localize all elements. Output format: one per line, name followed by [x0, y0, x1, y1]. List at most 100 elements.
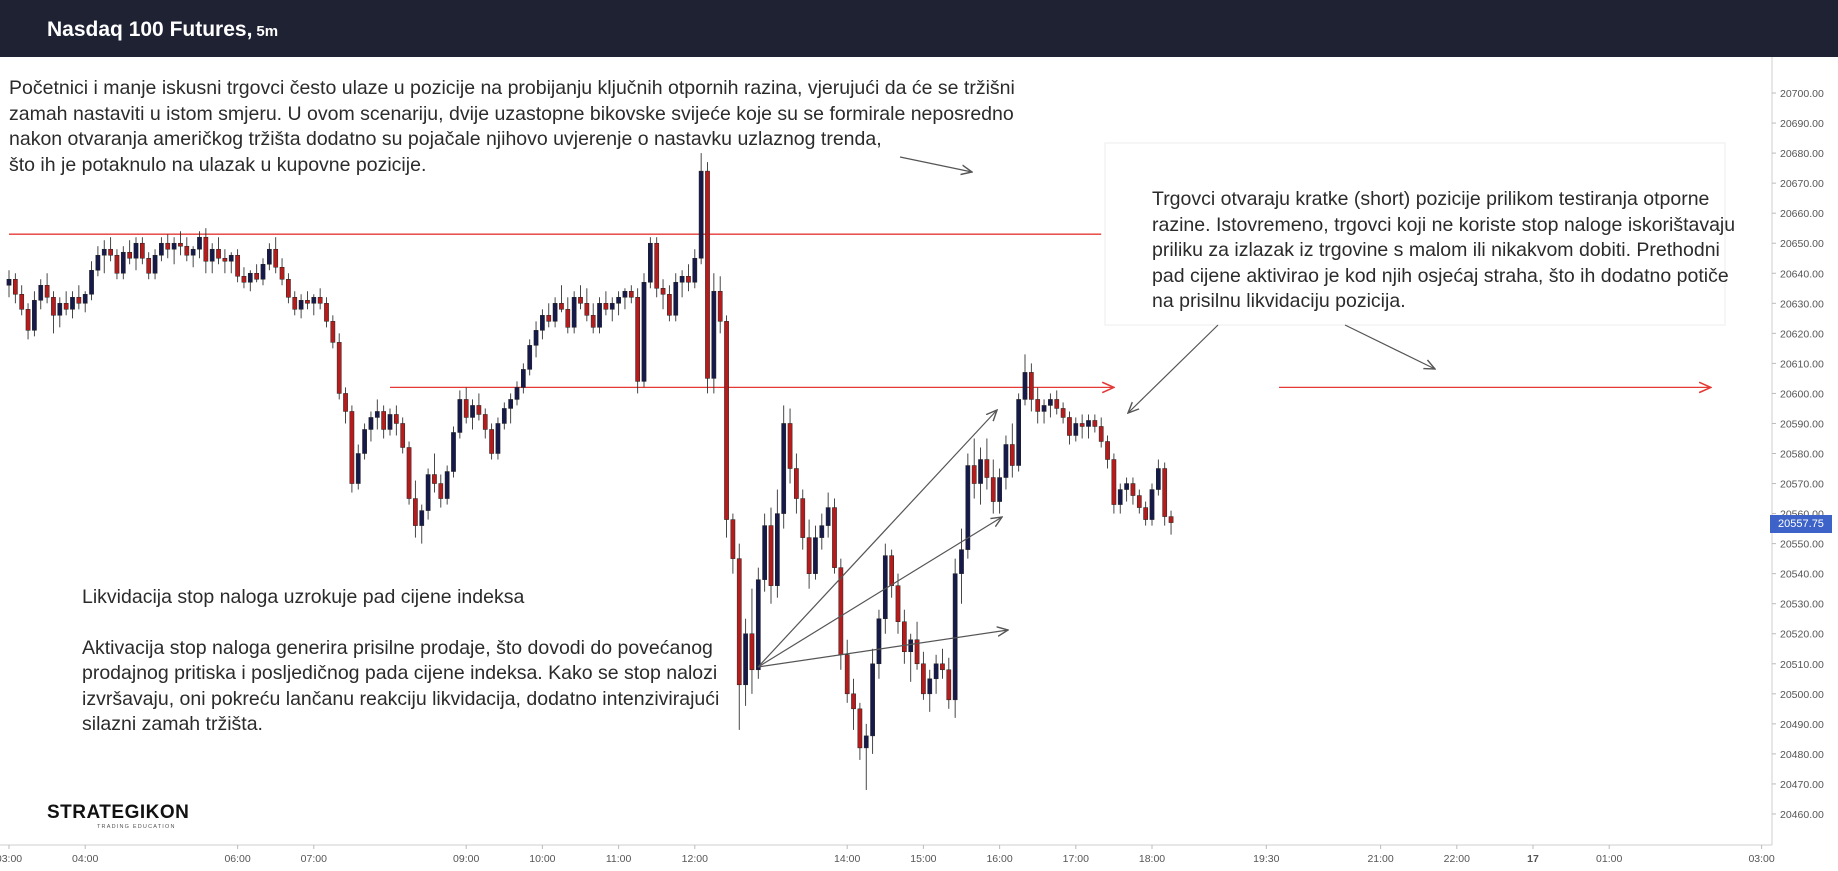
- candle-body: [914, 639, 920, 665]
- candle-body: [1086, 420, 1091, 427]
- candle-body: [324, 303, 329, 322]
- candle: [13, 273, 18, 304]
- annotation-line: prodajnog pritiska i posljedičnog pada c…: [82, 662, 718, 684]
- strategikon-logo: STRATEGIKON TRADING EDUCATION: [47, 802, 189, 830]
- chart-title: Nasdaq 100 Futures, 5m: [47, 18, 278, 42]
- candle-body: [889, 555, 894, 586]
- candle: [101, 240, 107, 274]
- candle: [1048, 393, 1053, 418]
- candle: [184, 237, 190, 262]
- candle: [1168, 510, 1174, 535]
- candle: [1041, 399, 1047, 424]
- chart-header: Nasdaq 100 Futures, 5m: [0, 0, 1838, 57]
- annotation-line: Početnici i manje iskusni trgovci često …: [9, 77, 1015, 99]
- time-tick-label: 14:00: [834, 853, 860, 865]
- candle: [362, 423, 367, 460]
- candle-body: [838, 567, 844, 656]
- candle-body: [381, 411, 386, 430]
- candle: [1136, 489, 1142, 514]
- candle: [857, 702, 863, 760]
- candle: [533, 321, 539, 358]
- price-tick-label: 20500.00: [1780, 689, 1824, 701]
- price-tick-label: 20580.00: [1780, 449, 1824, 461]
- candle-body: [470, 405, 475, 418]
- candle-body: [705, 170, 710, 379]
- candle-body: [863, 735, 869, 749]
- price-tick-label: 20590.00: [1780, 418, 1824, 430]
- candle-body: [527, 345, 533, 370]
- annotation-line: silazni zamah tržišta.: [82, 713, 263, 735]
- candle: [768, 507, 774, 604]
- candle: [863, 723, 869, 790]
- candle: [120, 246, 126, 280]
- candle: [514, 381, 520, 406]
- candle: [838, 558, 844, 670]
- price-tick-label: 20690.00: [1780, 118, 1824, 130]
- candle: [959, 528, 964, 604]
- annotation-arrow: [757, 630, 1008, 668]
- time-tick-label: 12:00: [682, 853, 708, 865]
- candle-body: [952, 573, 958, 701]
- candle: [914, 621, 920, 670]
- candle: [787, 408, 793, 484]
- candle: [686, 264, 691, 292]
- candle: [895, 573, 901, 634]
- candle-body: [76, 297, 82, 304]
- candle: [32, 291, 37, 337]
- candle-body: [1117, 489, 1123, 505]
- annotation-line: izvršavaju, oni pokreću lančanu reakciju…: [82, 687, 720, 710]
- candle-body: [127, 251, 133, 259]
- candle: [559, 285, 564, 313]
- candle: [717, 276, 723, 334]
- candle: [89, 261, 94, 301]
- candle: [743, 618, 748, 706]
- annotation-line: nakon otvaranja američkog tržišta dodatn…: [9, 128, 882, 150]
- candle: [1060, 402, 1066, 424]
- candle-body: [267, 248, 272, 265]
- candle-body: [832, 507, 837, 568]
- candle-body: [82, 294, 88, 304]
- candle-body: [279, 267, 285, 280]
- candle-body: [25, 309, 31, 331]
- candle-body: [736, 558, 742, 686]
- candle-body: [273, 248, 279, 268]
- candle: [749, 588, 755, 694]
- candle-body: [298, 300, 304, 310]
- candle-body: [368, 417, 374, 430]
- candle-body: [241, 276, 247, 283]
- candle: [1067, 411, 1072, 445]
- candle-body: [844, 654, 850, 695]
- candle: [476, 393, 482, 421]
- candle: [216, 237, 221, 265]
- candle-body: [1124, 483, 1129, 490]
- candle-body: [330, 321, 336, 343]
- price-tick-label: 20600.00: [1780, 388, 1824, 400]
- candle: [51, 291, 56, 334]
- annotation-arrow: [757, 410, 997, 668]
- candle: [1149, 483, 1155, 526]
- price-tick-label: 20700.00: [1780, 88, 1824, 100]
- candle: [635, 288, 640, 394]
- candle: [273, 237, 279, 274]
- candle-body: [489, 429, 494, 454]
- candle-body: [635, 297, 640, 382]
- candle-body: [959, 549, 964, 574]
- candle: [755, 567, 761, 679]
- candle: [628, 285, 634, 304]
- candle: [616, 291, 621, 316]
- candle-body: [495, 423, 501, 454]
- candle: [381, 405, 386, 439]
- candle: [1086, 414, 1091, 439]
- candle-body: [1048, 399, 1053, 406]
- candle: [990, 459, 996, 514]
- candle-body: [51, 297, 56, 316]
- candle-body: [521, 369, 526, 388]
- candle-body: [171, 242, 177, 250]
- candle-body: [711, 291, 717, 379]
- candle: [940, 648, 945, 679]
- time-tick-label: 18:00: [1139, 853, 1165, 865]
- annotation-short-sellers: Trgovci otvaraju kratke (short) pozicije…: [1152, 187, 1735, 315]
- candle: [908, 633, 914, 682]
- candle-body: [895, 585, 901, 622]
